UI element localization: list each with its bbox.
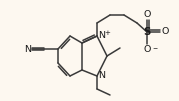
Text: O: O [143,10,151,19]
Text: N: N [24,45,31,54]
Text: O: O [143,45,151,54]
Text: +: + [105,30,110,36]
Text: O: O [162,27,169,36]
Text: methyl: methyl [122,46,127,48]
Text: S: S [143,27,151,37]
Text: N: N [98,32,105,41]
Text: −: − [152,45,157,50]
Text: N: N [98,72,105,80]
